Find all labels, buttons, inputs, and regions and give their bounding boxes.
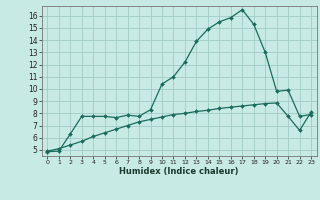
X-axis label: Humidex (Indice chaleur): Humidex (Indice chaleur): [119, 167, 239, 176]
